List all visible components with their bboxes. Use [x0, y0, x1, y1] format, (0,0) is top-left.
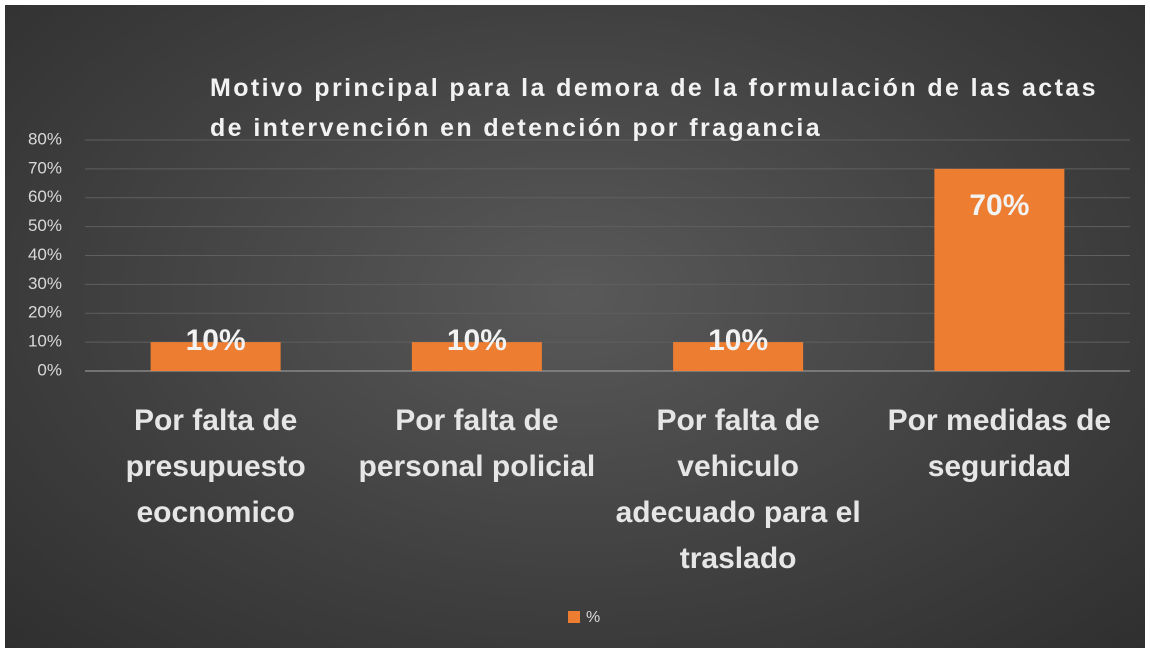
y-tick-label: 60%: [28, 187, 62, 206]
y-tick-label: 10%: [28, 332, 62, 351]
data-label: 10%: [186, 324, 246, 357]
legend-label: %: [586, 609, 600, 626]
y-tick-label: 40%: [28, 245, 62, 264]
bar: [673, 342, 804, 371]
y-tick-label: 50%: [28, 216, 62, 235]
legend-swatch: [568, 611, 580, 623]
bar: [934, 168, 1065, 371]
data-label: 70%: [969, 189, 1029, 222]
x-tick-label: Por falta de personal policial: [358, 404, 596, 483]
x-tick-label: Por falta de vehiculo adecuado para el t…: [615, 404, 861, 575]
y-tick-label: 70%: [28, 158, 62, 177]
chart-title: Motivo principal para la demora de la fo…: [210, 74, 1098, 142]
data-label: 10%: [708, 324, 768, 357]
bar: [150, 342, 281, 371]
bar: [411, 342, 542, 371]
x-tick-label: Por medidas de seguridad: [887, 404, 1112, 483]
y-tick-label: 30%: [28, 274, 62, 293]
x-tick-label: Por falta de presupuesto eocnomico: [125, 404, 306, 529]
y-tick-label: 20%: [28, 303, 62, 322]
y-tick-label: 80%: [28, 129, 62, 148]
y-tick-label: 0%: [37, 360, 62, 379]
data-label: 10%: [447, 324, 507, 357]
